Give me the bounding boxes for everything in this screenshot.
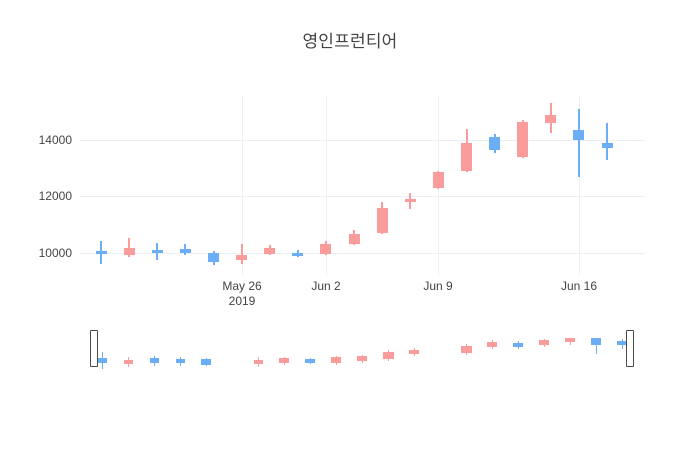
- candlestick-body: [461, 142, 472, 171]
- x-axis-tick-label: May 26 2019: [222, 279, 262, 308]
- chart-title: 영인프런티어: [302, 32, 398, 51]
- range-slider-body: [382, 352, 394, 359]
- range-slider[interactable]: [80, 330, 645, 375]
- gridline-vertical: [579, 95, 580, 275]
- candlestick-body: [95, 251, 107, 255]
- x-axis-tick-label: Jun 16: [560, 279, 598, 293]
- range-slider-body: [305, 359, 315, 363]
- range-slider-body: [175, 359, 185, 363]
- range-slider-body: [617, 341, 627, 345]
- range-slider-body: [201, 359, 211, 365]
- gridline-horizontal: [80, 196, 645, 198]
- range-slider-body: [487, 342, 497, 347]
- range-slider-body: [591, 338, 601, 345]
- range-slider-body: [331, 357, 341, 363]
- candlestick-body: [320, 244, 332, 254]
- y-axis-tick-label: 14000: [38, 133, 72, 147]
- x-axis-tick-label: Jun 9: [423, 279, 453, 293]
- range-slider-body: [565, 338, 575, 342]
- candlestick-body: [264, 248, 276, 254]
- y-axis-tick-labels: 10000 12000 14000: [0, 95, 72, 275]
- gridline-horizontal: [80, 140, 645, 141]
- range-slider-wick: [596, 338, 597, 354]
- gridline-vertical: [242, 95, 243, 275]
- candlestick-wick: [577, 109, 580, 177]
- plot-area[interactable]: [80, 95, 645, 275]
- range-slider-body: [513, 343, 523, 347]
- range-slider-body: [97, 358, 107, 363]
- range-slider-body: [279, 358, 289, 363]
- range-slider-body: [409, 350, 419, 354]
- range-slider-body: [460, 346, 472, 353]
- candlestick-body: [179, 249, 191, 253]
- range-slider-handle-right[interactable]: [626, 330, 634, 367]
- candlestick-body: [601, 142, 613, 149]
- candlestick-wick: [240, 244, 243, 264]
- range-slider-overview[interactable]: [80, 330, 645, 375]
- range-slider-body: [539, 340, 549, 345]
- candlestick-body: [348, 234, 360, 245]
- candlestick-body: [573, 130, 585, 140]
- candlestick-body: [151, 249, 163, 254]
- candlestick-body: [292, 252, 304, 256]
- range-slider-body: [253, 360, 263, 364]
- candlestick-wick: [606, 123, 609, 160]
- range-slider-body: [149, 358, 159, 363]
- x-axis-tick-labels: May 26 2019 Jun 2 Jun 9 Jun 16: [80, 279, 645, 319]
- candlestick-body: [208, 252, 220, 263]
- range-slider-handle-left[interactable]: [90, 330, 98, 367]
- range-slider-body: [357, 356, 367, 361]
- candlestick-wick: [128, 238, 131, 257]
- candlestick-body: [545, 114, 557, 124]
- x-axis-tick-label: Jun 2: [311, 279, 341, 293]
- candlestick-body: [517, 121, 529, 157]
- candlestick-body: [376, 207, 388, 233]
- candlestick-body: [123, 248, 135, 256]
- candlestick-body: [404, 199, 416, 203]
- range-slider-body: [123, 360, 133, 364]
- gridline-vertical: [326, 95, 327, 275]
- candlestick-body: [236, 255, 248, 260]
- candlestick-body: [489, 137, 501, 150]
- gridline-horizontal: [80, 252, 645, 254]
- candlestick-body: [432, 172, 444, 188]
- y-axis-tick-label: 12000: [38, 189, 72, 204]
- y-axis-tick-label: 10000: [38, 245, 72, 260]
